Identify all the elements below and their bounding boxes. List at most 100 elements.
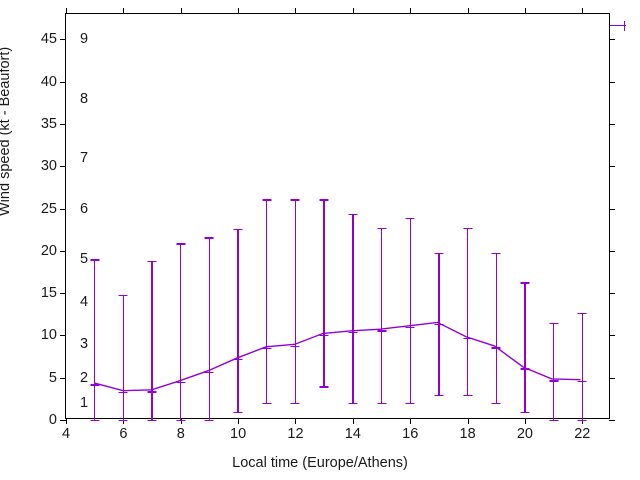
x-tick-mark [66,8,67,14]
error-bar-cap [463,227,473,230]
error-bar-cap [319,199,329,201]
average-marker [549,380,559,382]
error-bar-cap [319,386,329,388]
average-line [94,321,581,392]
x-tick-mark [352,8,354,14]
y-tick-mark [609,293,615,295]
error-bar-cap [405,403,415,405]
error-bar-cap [348,213,358,215]
error-bar-cap [147,260,157,263]
x-tick-mark [66,418,67,424]
y-tick-label: 5 [48,369,57,386]
x-tick-mark [238,418,240,424]
x-tick-label: 18 [459,426,476,442]
x-tick-label: 6 [119,426,128,442]
x-tick-label: 4 [61,426,71,442]
average-marker [348,332,358,334]
error-bar-cap [377,227,387,230]
average-marker [147,391,157,393]
y-tick-mark [60,377,66,379]
average-polyline [94,321,581,392]
beaufort-label: 3 [80,335,89,352]
error-bar [93,259,96,420]
x-axis-label: Local time (Europe/Athens) [232,455,408,471]
x-tick-mark [295,8,297,14]
x-tick-mark [582,8,584,14]
error-bar [352,213,354,404]
error-bar [552,322,555,420]
x-tick-mark [180,8,182,14]
y-tick-mark [609,81,615,83]
error-bar [237,228,239,412]
x-tick-label: 10 [230,426,247,442]
x-tick-label: 16 [402,426,419,442]
error-bar [266,199,268,404]
error-bar-cap [262,199,272,201]
error-bar-cap [290,403,300,405]
error-bar-cap [233,411,243,413]
x-tick-mark [238,8,240,14]
x-tick-mark [467,418,469,424]
y-tick-mark [60,81,66,83]
average-marker [577,381,587,383]
error-bar-cap [491,252,501,254]
y-tick-label: 35 [40,115,57,132]
error-bar-cap [204,420,214,422]
error-bar [380,227,383,404]
y-tick-label: 30 [40,158,57,174]
beaufort-label: 5 [80,251,89,268]
y-tick-mark [60,123,66,125]
error-bar-cap [491,403,501,405]
error-bar [151,260,153,420]
error-bar-cap [176,243,186,245]
y-tick-mark [609,123,615,125]
average-marker [434,323,444,325]
error-bar-cap [549,420,559,422]
error-bar-cap [90,420,100,422]
error-bar-cap [434,394,444,397]
y-tick-mark [60,420,66,421]
y-tick-mark [60,293,66,295]
average-marker [176,381,186,384]
error-bar [495,252,497,404]
beaufort-label: 8 [80,90,89,107]
x-tick-mark [524,8,526,14]
error-bar-cap [90,259,100,261]
beaufort-label: 2 [80,369,89,386]
y-tick-label: 45 [40,31,57,48]
error-bar-cap [290,199,300,201]
y-tick-label: 0 [48,411,57,428]
y-tick-mark [60,250,66,252]
error-bar-cap [233,228,243,231]
y-tick-mark [609,335,615,337]
average-marker [90,384,100,386]
y-tick-mark [60,208,66,210]
y-tick-mark [609,420,615,421]
error-bar [122,294,125,420]
x-tick-mark [123,8,125,14]
x-tick-mark [352,418,354,424]
error-bar [208,237,211,420]
beaufort-label: 4 [80,293,89,310]
error-bar-cap [118,294,128,297]
average-marker [233,359,243,361]
beaufort-label: 7 [80,149,89,166]
y-tick-label: 25 [40,200,57,217]
x-tick-mark [295,418,297,424]
error-bar-cap [377,403,387,405]
error-bar [294,199,297,404]
error-bar [581,312,583,420]
error-bar-cap [262,403,272,405]
beaufort-label: 6 [80,200,89,217]
error-bar [409,217,411,404]
beaufort-label: 9 [80,31,89,48]
y-tick-mark [60,166,66,168]
average-marker [262,348,272,350]
error-bar-cap [348,403,358,405]
error-bar-cap [204,237,214,239]
y-tick-mark [60,39,66,41]
x-tick-mark [410,8,412,14]
error-bar-cap [147,420,157,422]
